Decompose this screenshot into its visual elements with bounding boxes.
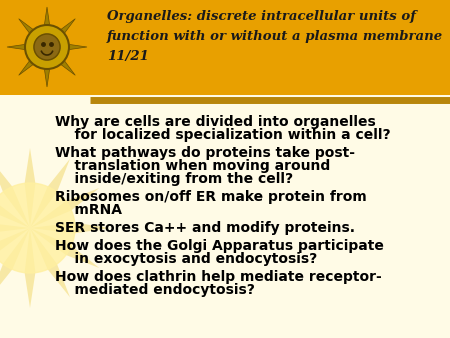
Polygon shape: [30, 159, 70, 228]
Text: function with or without a plasma membrane: function with or without a plasma membra…: [107, 30, 443, 43]
Polygon shape: [30, 228, 70, 297]
Text: translation when moving around: translation when moving around: [55, 159, 330, 173]
Polygon shape: [19, 19, 47, 47]
Polygon shape: [7, 44, 47, 50]
Text: Why are cells are divided into organelles: Why are cells are divided into organelle…: [55, 115, 376, 129]
Text: How does clathrin help mediate receptor-: How does clathrin help mediate receptor-: [55, 270, 382, 284]
Text: SER stores Ca++ and modify proteins.: SER stores Ca++ and modify proteins.: [55, 221, 355, 235]
Polygon shape: [30, 188, 99, 228]
Polygon shape: [19, 47, 47, 75]
Circle shape: [34, 34, 60, 60]
Polygon shape: [44, 7, 50, 47]
Polygon shape: [30, 228, 99, 268]
Text: 11/21: 11/21: [107, 50, 149, 63]
Text: Organelles: discrete intracellular units of: Organelles: discrete intracellular units…: [107, 10, 416, 23]
Text: in exocytosis and endocytosis?: in exocytosis and endocytosis?: [55, 252, 317, 266]
Text: How does the Golgi Apparatus participate: How does the Golgi Apparatus participate: [55, 239, 384, 253]
Text: for localized specialization within a cell?: for localized specialization within a ce…: [55, 128, 391, 142]
Polygon shape: [25, 148, 36, 228]
Text: What pathways do proteins take post-: What pathways do proteins take post-: [55, 146, 355, 160]
Text: mRNA: mRNA: [55, 203, 122, 217]
Polygon shape: [0, 223, 30, 233]
Polygon shape: [47, 47, 75, 75]
Bar: [0, 0, 450, 95]
Polygon shape: [47, 19, 75, 47]
Polygon shape: [47, 44, 87, 50]
Polygon shape: [25, 228, 36, 308]
Circle shape: [0, 183, 75, 273]
Text: Ribosomes on/off ER make protein from: Ribosomes on/off ER make protein from: [55, 190, 367, 204]
Polygon shape: [30, 223, 110, 233]
Polygon shape: [44, 47, 50, 87]
Polygon shape: [0, 188, 30, 228]
Text: mediated endocytosis?: mediated endocytosis?: [55, 283, 255, 297]
Polygon shape: [0, 228, 30, 297]
Circle shape: [25, 25, 69, 69]
Text: inside/exiting from the cell?: inside/exiting from the cell?: [55, 172, 293, 186]
Polygon shape: [0, 159, 30, 228]
Polygon shape: [0, 228, 30, 268]
